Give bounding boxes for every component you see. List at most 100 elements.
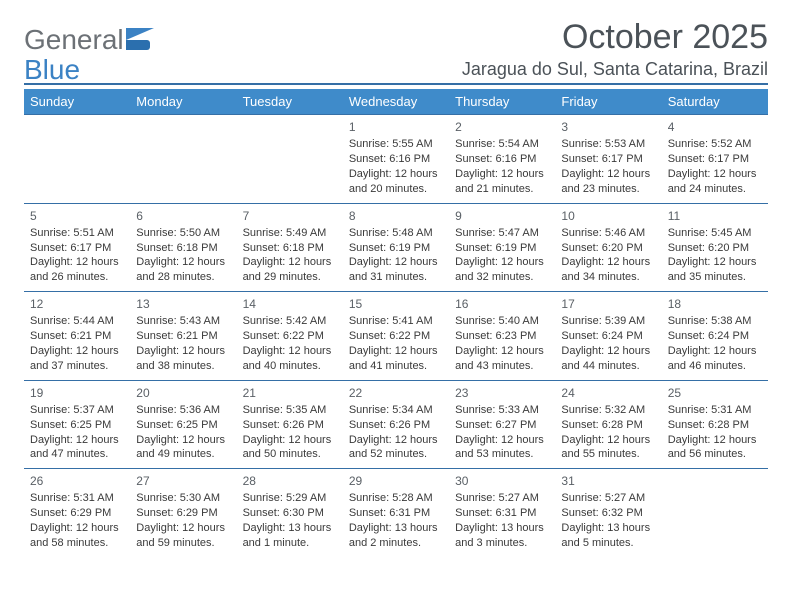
day-number: 22 (349, 385, 443, 401)
day-number: 1 (349, 119, 443, 135)
daylight-text: Daylight: 12 hours and 20 minutes. (349, 167, 443, 197)
calendar-cell: 27 Sunrise: 5:30 AMSunset: 6:29 PMDayligh… (130, 469, 236, 557)
sunrise-text: Sunrise: 5:34 AM (349, 403, 443, 418)
day-number: 4 (668, 119, 762, 135)
daylight-text: Daylight: 12 hours and 24 minutes. (668, 167, 762, 197)
sunset-text: Sunset: 6:21 PM (30, 329, 124, 344)
daylight-text: Daylight: 12 hours and 41 minutes. (349, 344, 443, 374)
daylight-text: Daylight: 13 hours and 1 minute. (243, 521, 337, 551)
daylight-text: Daylight: 12 hours and 28 minutes. (136, 255, 230, 285)
sunrise-text: Sunrise: 5:49 AM (243, 226, 337, 241)
sunrise-text: Sunrise: 5:35 AM (243, 403, 337, 418)
calendar-cell: 12Sunrise: 5:44 AMSunset: 6:21 PMDayligh… (24, 292, 130, 381)
day-number: 6 (136, 208, 230, 224)
sunset-text: Sunset: 6:29 PM (136, 506, 230, 521)
sunset-text: Sunset: 6:24 PM (561, 329, 655, 344)
day-header: Sunday (24, 89, 130, 115)
calendar-body: 1Sunrise: 5:55 AMSunset: 6:16 PMDaylight… (24, 115, 768, 557)
calendar-cell: 28Sunrise: 5:29 AMSunset: 6:30 PMDayligh… (237, 469, 343, 557)
sunrise-text: Sunrise: 5:40 AM (455, 314, 549, 329)
day-header: Friday (555, 89, 661, 115)
sunset-text: Sunset: 6:16 PM (455, 152, 549, 167)
calendar-row: 19Sunrise: 5:37 AMSunset: 6:25 PMDayligh… (24, 380, 768, 469)
calendar-cell: 11Sunrise: 5:45 AMSunset: 6:20 PMDayligh… (662, 203, 768, 292)
daylight-text: Daylight: 12 hours and 55 minutes. (561, 433, 655, 463)
day-number: 8 (349, 208, 443, 224)
sunset-text: Sunset: 6:31 PM (455, 506, 549, 521)
calendar-cell: 3Sunrise: 5:53 AMSunset: 6:17 PMDaylight… (555, 115, 661, 204)
day-number: 30 (455, 473, 549, 489)
sunrise-text: Sunrise: 5:31 AM (668, 403, 762, 418)
day-header-row: Sunday Monday Tuesday Wednesday Thursday… (24, 89, 768, 115)
sunset-text: Sunset: 6:27 PM (455, 418, 549, 433)
sunset-text: Sunset: 6:19 PM (349, 241, 443, 256)
logo-shape-icon (126, 40, 150, 50)
sunrise-text: Sunrise: 5:27 AM (561, 491, 655, 506)
sunset-text: Sunset: 6:17 PM (668, 152, 762, 167)
sunrise-text: Sunrise: 5:38 AM (668, 314, 762, 329)
calendar-cell (237, 115, 343, 204)
daylight-text: Daylight: 13 hours and 3 minutes. (455, 521, 549, 551)
daylight-text: Daylight: 12 hours and 32 minutes. (455, 255, 549, 285)
day-header: Thursday (449, 89, 555, 115)
daylight-text: Daylight: 12 hours and 47 minutes. (30, 433, 124, 463)
calendar-cell: 21Sunrise: 5:35 AMSunset: 6:26 PMDayligh… (237, 380, 343, 469)
calendar-cell: 31Sunrise: 5:27 AMSunset: 6:32 PMDayligh… (555, 469, 661, 557)
calendar-cell: 17Sunrise: 5:39 AMSunset: 6:24 PMDayligh… (555, 292, 661, 381)
calendar-cell (130, 115, 236, 204)
daylight-text: Daylight: 12 hours and 52 minutes. (349, 433, 443, 463)
sunset-text: Sunset: 6:29 PM (30, 506, 124, 521)
daylight-text: Daylight: 12 hours and 58 minutes. (30, 521, 124, 551)
calendar-cell: 29Sunrise: 5:28 AMSunset: 6:31 PMDayligh… (343, 469, 449, 557)
sunrise-text: Sunrise: 5:54 AM (455, 137, 549, 152)
sunset-text: Sunset: 6:20 PM (561, 241, 655, 256)
sunrise-text: Sunrise: 5:46 AM (561, 226, 655, 241)
calendar-cell: 19Sunrise: 5:37 AMSunset: 6:25 PMDayligh… (24, 380, 130, 469)
sunrise-text: Sunrise: 5:50 AM (136, 226, 230, 241)
sunset-text: Sunset: 6:18 PM (243, 241, 337, 256)
daylight-text: Daylight: 12 hours and 46 minutes. (668, 344, 762, 374)
daylight-text: Daylight: 12 hours and 59 minutes. (136, 521, 230, 551)
day-number: 27 (136, 473, 230, 489)
sunrise-text: Sunrise: 5:44 AM (30, 314, 124, 329)
daylight-text: Daylight: 12 hours and 35 minutes. (668, 255, 762, 285)
day-number: 15 (349, 296, 443, 312)
calendar-cell: 10Sunrise: 5:46 AMSunset: 6:20 PMDayligh… (555, 203, 661, 292)
day-header: Tuesday (237, 89, 343, 115)
brand-name-2: Blue (24, 54, 80, 86)
sunset-text: Sunset: 6:24 PM (668, 329, 762, 344)
day-number: 12 (30, 296, 124, 312)
daylight-text: Daylight: 12 hours and 34 minutes. (561, 255, 655, 285)
day-number: 5 (30, 208, 124, 224)
calendar-cell: 26Sunrise: 5:31 AMSunset: 6:29 PMDayligh… (24, 469, 130, 557)
sunset-text: Sunset: 6:20 PM (668, 241, 762, 256)
sunset-text: Sunset: 6:30 PM (243, 506, 337, 521)
calendar-cell (662, 469, 768, 557)
calendar-row: 12 Sunrise: 5:44 AMSunset: 6:21 PM Dayligh… (24, 292, 768, 381)
calendar-page: General Blue October 2025 Jaragua do Sul… (0, 0, 792, 612)
calendar-cell: 13Sunrise: 5:43 AMSunset: 6:21 PMDayligh… (130, 292, 236, 381)
logo-shape-icon (126, 28, 154, 40)
calendar-cell: 14Sunrise: 5:42 AMSunset: 6:22 PMDayligh… (237, 292, 343, 381)
sunset-text: Sunset: 6:26 PM (243, 418, 337, 433)
day-number: 25 (668, 385, 762, 401)
day-number: 19 (30, 385, 124, 401)
day-header: Monday (130, 89, 236, 115)
sunset-text: Sunset: 6:25 PM (136, 418, 230, 433)
sunset-text: Sunset: 6:28 PM (668, 418, 762, 433)
calendar-cell: 5Sunrise: 5:51 AMSunset: 6:17 PMDaylight… (24, 203, 130, 292)
daylight-text: Daylight: 12 hours and 38 minutes. (136, 344, 230, 374)
sunrise-text: Sunrise: 5:42 AM (243, 314, 337, 329)
daylight-text: Daylight: 12 hours and 44 minutes. (561, 344, 655, 374)
daylight-text: Daylight: 12 hours and 50 minutes. (243, 433, 337, 463)
daylight-text: Daylight: 13 hours and 5 minutes. (561, 521, 655, 551)
sunrise-text: Sunrise: 5:51 AM (30, 226, 124, 241)
daylight-text: Daylight: 12 hours and 49 minutes. (136, 433, 230, 463)
sunset-text: Sunset: 6:23 PM (455, 329, 549, 344)
day-number: 17 (561, 296, 655, 312)
day-number: 23 (455, 385, 549, 401)
sunrise-text: Sunrise: 5:45 AM (668, 226, 762, 241)
daylight-text: Daylight: 12 hours and 21 minutes. (455, 167, 549, 197)
sunset-text: Sunset: 6:26 PM (349, 418, 443, 433)
sunrise-text: Sunrise: 5:30 AM (136, 491, 230, 506)
